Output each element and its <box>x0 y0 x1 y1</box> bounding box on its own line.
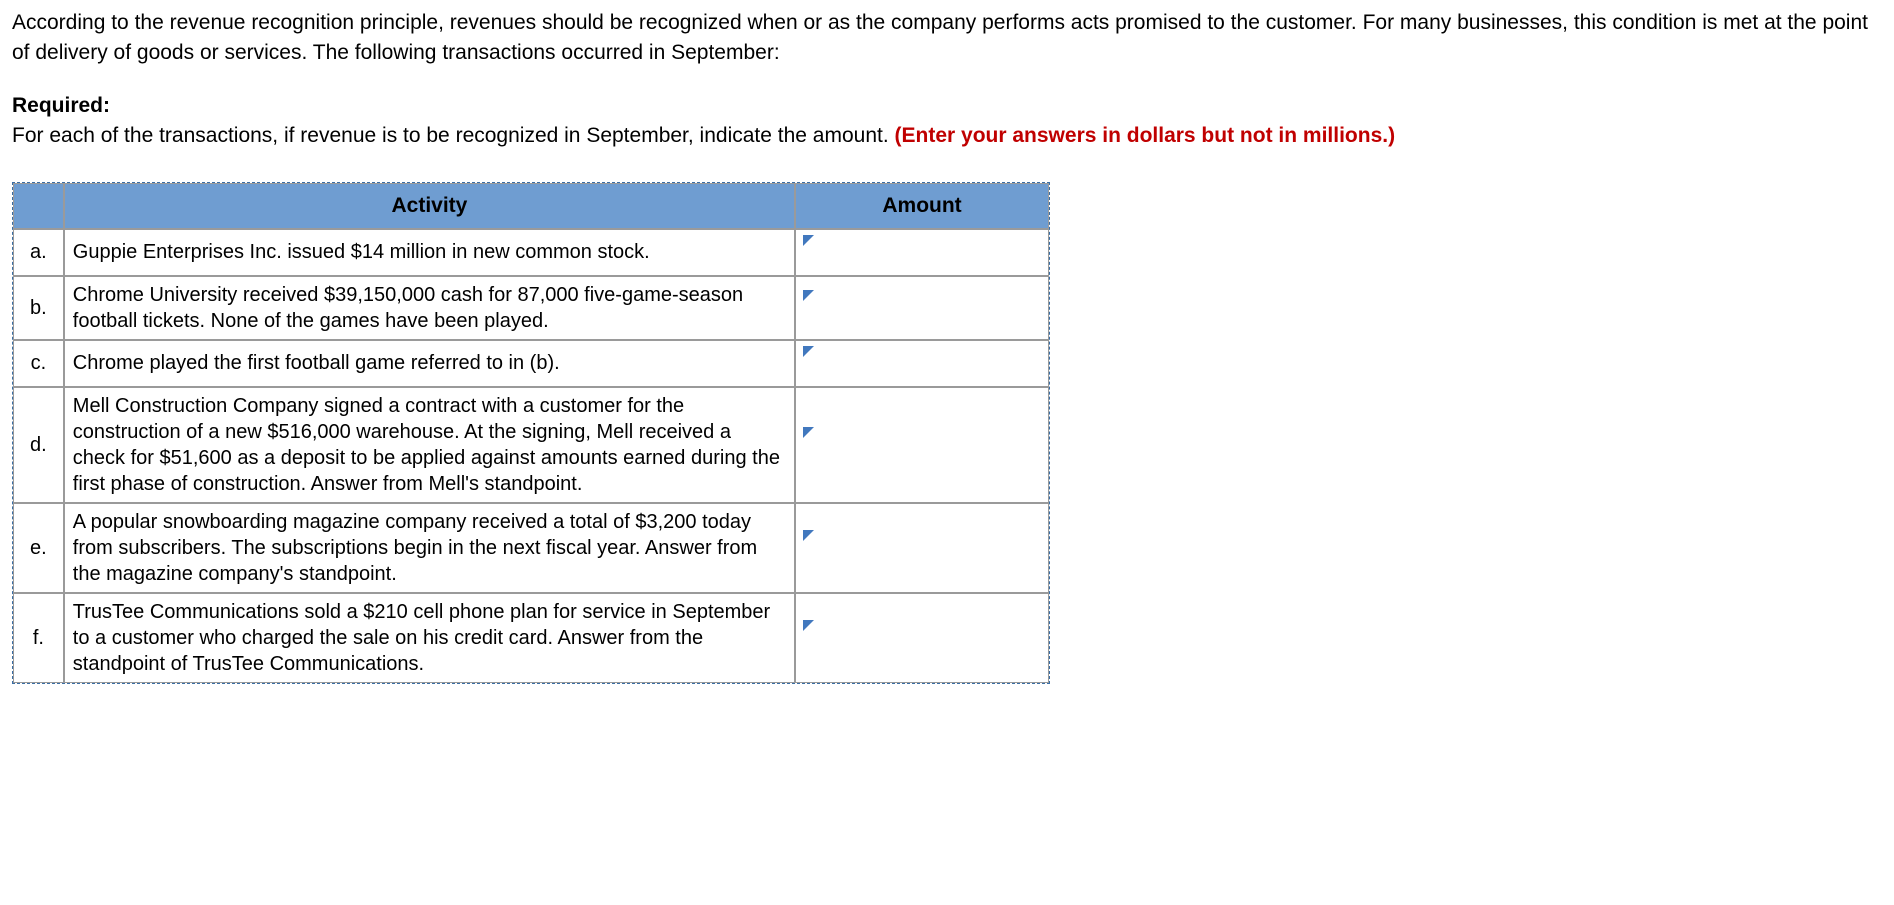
row-label-f: f. <box>13 593 64 683</box>
row-label-e: e. <box>13 503 64 593</box>
amount-cell-e[interactable] <box>795 503 1049 593</box>
required-label: Required: <box>12 94 110 117</box>
amount-cell-a[interactable] <box>795 229 1049 276</box>
table-row: d. Mell Construction Company signed a co… <box>13 387 1049 503</box>
amount-input-a[interactable] <box>804 235 1040 270</box>
amount-input-c[interactable] <box>804 346 1040 381</box>
table-row: b. Chrome University received $39,150,00… <box>13 276 1049 340</box>
amount-cell-d[interactable] <box>795 387 1049 503</box>
answer-table: Activity Amount a. Guppie Enterprises In… <box>12 182 1050 684</box>
activity-b: Chrome University received $39,150,000 c… <box>64 276 795 340</box>
required-section: Required: For each of the transactions, … <box>12 91 1882 152</box>
row-label-b: b. <box>13 276 64 340</box>
amount-input-d[interactable] <box>804 427 1040 462</box>
activity-f: TrusTee Communications sold a $210 cell … <box>64 593 795 683</box>
header-amount: Amount <box>795 183 1049 229</box>
amount-cell-c[interactable] <box>795 340 1049 387</box>
instruction-note: (Enter your answers in dollars but not i… <box>895 124 1396 147</box>
dropdown-triangle-icon <box>803 620 814 631</box>
row-label-a: a. <box>13 229 64 276</box>
activity-e: A popular snowboarding magazine company … <box>64 503 795 593</box>
instruction-text: For each of the transactions, if revenue… <box>12 124 895 147</box>
amount-input-b[interactable] <box>804 290 1040 325</box>
table-body: a. Guppie Enterprises Inc. issued $14 mi… <box>13 229 1049 683</box>
amount-cell-f[interactable] <box>795 593 1049 683</box>
activity-d: Mell Construction Company signed a contr… <box>64 387 795 503</box>
dropdown-triangle-icon <box>803 235 814 246</box>
amount-cell-b[interactable] <box>795 276 1049 340</box>
intro-paragraph: According to the revenue recognition pri… <box>12 8 1882 69</box>
row-label-c: c. <box>13 340 64 387</box>
header-activity: Activity <box>64 183 795 229</box>
table-row: c. Chrome played the first football game… <box>13 340 1049 387</box>
dropdown-triangle-icon <box>803 530 814 541</box>
dropdown-triangle-icon <box>803 346 814 357</box>
amount-input-f[interactable] <box>804 620 1040 655</box>
dropdown-triangle-icon <box>803 427 814 438</box>
activity-c: Chrome played the first football game re… <box>64 340 795 387</box>
activity-a: Guppie Enterprises Inc. issued $14 milli… <box>64 229 795 276</box>
table-row: a. Guppie Enterprises Inc. issued $14 mi… <box>13 229 1049 276</box>
table-row: e. A popular snowboarding magazine compa… <box>13 503 1049 593</box>
dropdown-triangle-icon <box>803 290 814 301</box>
table-row: f. TrusTee Communications sold a $210 ce… <box>13 593 1049 683</box>
header-blank <box>13 183 64 229</box>
row-label-d: d. <box>13 387 64 503</box>
amount-input-e[interactable] <box>804 530 1040 565</box>
